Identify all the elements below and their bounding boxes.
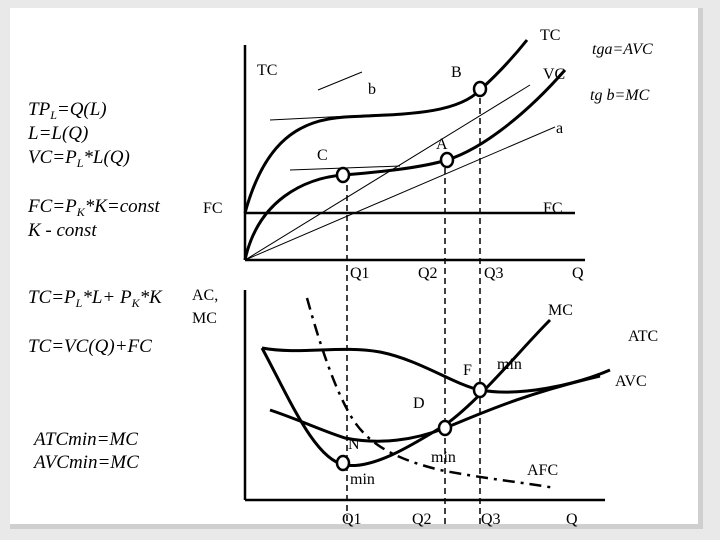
point-f <box>472 381 488 399</box>
tgb-label: tg b=MC <box>590 87 650 104</box>
slide <box>10 8 703 529</box>
point-n-label: N <box>348 436 360 453</box>
angle-b-label: b <box>368 81 376 98</box>
bottom-q2-label: Q2 <box>412 511 432 528</box>
fc-right-label: FC <box>543 200 563 217</box>
point-d-label: D <box>413 395 425 412</box>
formula-tc-vc-fc: TC=VC(Q)+FC <box>28 336 152 357</box>
bottom-graph: AC, MC MC ATC AVC F min D N min min AFC … <box>192 287 658 528</box>
fc-left-label: FC <box>203 200 223 217</box>
avc-curve <box>269 374 601 443</box>
bottom-q1-label: Q1 <box>342 511 362 528</box>
point-n <box>335 454 351 472</box>
atc-min-label: min <box>497 356 522 373</box>
point-c <box>335 166 351 184</box>
mc-curve-label: MC <box>548 302 573 319</box>
top-q1-label: Q1 <box>350 265 370 282</box>
tga-label: tga=AVC <box>592 41 653 58</box>
y-axis-ac-label: AC, <box>192 287 218 304</box>
mc-min-label: min <box>350 471 375 488</box>
ray-a <box>244 126 556 261</box>
afc-curve <box>305 297 556 490</box>
formula-tc-sum: TC=PL*L+ PK*K <box>28 287 162 311</box>
atc-curve <box>261 346 611 394</box>
vc-curve <box>243 69 567 261</box>
point-d <box>437 419 453 437</box>
atc-curve-label: ATC <box>628 328 658 345</box>
formula-atc-min: ATCmin=MC <box>34 429 138 450</box>
point-a <box>439 151 455 169</box>
vc-curve-label: VC <box>543 66 565 83</box>
afc-curve-label: AFC <box>527 462 558 479</box>
bottom-q-label: Q <box>566 511 578 528</box>
top-q-label: Q <box>572 265 584 282</box>
point-b <box>472 80 488 98</box>
ray-tga <box>244 84 531 261</box>
point-a-label: A <box>436 136 448 153</box>
y-axis-mc-label: MC <box>192 310 217 327</box>
formula-fc: FC=PK*K=const <box>28 196 160 220</box>
top-q2-label: Q2 <box>418 265 438 282</box>
tc-curve <box>243 39 529 214</box>
top-graph: TC TC tga=AVC VC tg b=MC B b a A C FC FC… <box>203 27 653 525</box>
bottom-q3-label: Q3 <box>481 511 501 528</box>
angle-a-label: a <box>556 120 563 137</box>
tangent-b <box>317 71 363 91</box>
top-q3-label: Q3 <box>484 265 504 282</box>
avc-curve-label: AVC <box>615 373 647 390</box>
formula-vc: VC=PL*L(Q) <box>28 147 130 171</box>
formula-k: K - const <box>28 220 97 241</box>
point-b-label: B <box>451 64 462 81</box>
formula-avc-min: AVCmin=MC <box>34 452 139 473</box>
avc-min-label: min <box>431 449 456 466</box>
point-f-label: F <box>463 362 472 379</box>
formula-l: L=L(Q) <box>28 123 89 144</box>
tc-axis-label: TC <box>257 62 277 79</box>
point-c-label: C <box>317 147 328 164</box>
formula-tpl: TPL=Q(L) <box>28 99 107 123</box>
tc-curve-label: TC <box>540 27 560 44</box>
